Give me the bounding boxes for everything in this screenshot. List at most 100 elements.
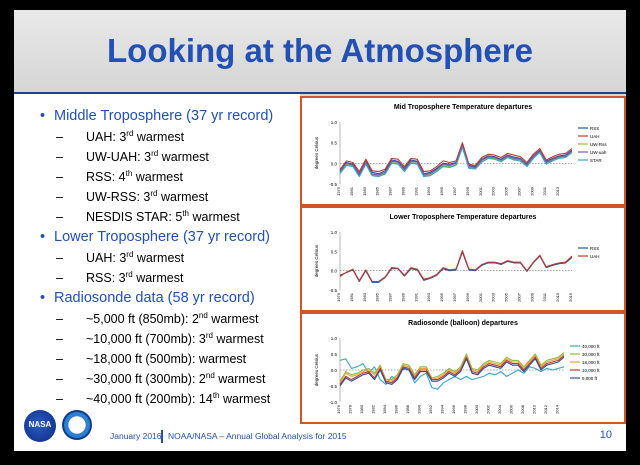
bullet-item-main: RSS: 4 — [86, 170, 126, 184]
bullet-item-text: UAH: 3rd warmest — [86, 127, 184, 147]
x-tick-label: 1978 — [347, 404, 352, 414]
series-line — [339, 250, 573, 283]
x-tick-label: 1999 — [465, 186, 470, 196]
bullet-item-text: ~40,000 ft (200mb): 14th warmest — [86, 389, 270, 409]
y-tick-label: 0.0 — [331, 368, 338, 373]
x-tick-label: 1993 — [426, 292, 431, 302]
x-tick-label: 1994 — [439, 404, 444, 414]
ordinal-suffix: nd — [198, 310, 208, 320]
x-tick-label: 1985 — [375, 292, 380, 302]
x-tick-label: 1981 — [349, 292, 354, 302]
radiosonde-chart: Radiosonde (balloon) departures -1.0 -0.5 0… — [300, 312, 626, 424]
bullet-item-main: UW-RSS: 3 — [86, 190, 151, 204]
chart-title: Mid Troposphere Temperature departures — [394, 104, 532, 111]
x-tick-label: 1995 — [439, 186, 444, 196]
bullet-item-main: ~30,000 ft (300mb): 2 — [86, 372, 206, 386]
series-line — [339, 147, 573, 178]
bullet-item: – UAH: 3rd warmest — [40, 248, 302, 268]
ordinal-suffix: rd — [126, 128, 134, 138]
x-tick-label: 1986 — [393, 404, 398, 414]
bullet-item-text: ~5,000 ft (850mb): 2nd warmest — [86, 309, 259, 329]
bullet-dash: – — [56, 190, 63, 204]
bullet-item: – RSS: 3rd warmest — [40, 268, 302, 288]
bullet-item-text: UAH: 3rd warmest — [86, 248, 184, 268]
bullet-dot: • — [40, 229, 46, 245]
x-tick-label: 2011 — [542, 292, 547, 301]
chart-svg: Lower Troposphere Temperature departures… — [314, 214, 600, 302]
x-tick-label: 2007 — [516, 186, 521, 196]
legend-label: UW-Rss — [590, 142, 607, 147]
chart-svg: Mid Troposphere Temperature departures -0… — [314, 104, 607, 196]
bullet-item: – UW-UAH: 3rd warmest — [40, 147, 302, 167]
bullet-item-tail: warmest — [189, 210, 240, 224]
slide-title: Looking at the Atmosphere — [107, 32, 533, 69]
footer-org: NOAA/NASA – Annual Global Analysis for 2… — [168, 431, 347, 441]
chart-svg: Radiosonde (balloon) departures -1.0 -0.5 0… — [314, 320, 600, 414]
x-tick-label: 2014 — [554, 404, 559, 414]
x-tick-label: 2000 — [474, 404, 479, 414]
legend-label: RSS — [590, 126, 599, 131]
bullet-item-main: UAH: 3 — [86, 130, 127, 144]
bullet-item-text: RSS: 3rd warmest — [86, 268, 183, 288]
ordinal-suffix: rd — [126, 249, 134, 259]
x-tick-label: 1979 — [336, 186, 341, 196]
slide: Looking at the Atmosphere • Middle Tropos… — [14, 10, 626, 451]
bullet-item: – ~40,000 ft (200mb): 14th warmest — [40, 389, 302, 409]
bullet-item-text: ~30,000 ft (300mb): 2nd warmest — [86, 369, 265, 389]
x-tick-label: 1989 — [400, 186, 405, 196]
nasa-logo: NASA — [24, 410, 56, 442]
bullet-item-text: UW-RSS: 3rd warmest — [86, 187, 208, 207]
noaa-logo — [62, 410, 92, 440]
bullet-dash: – — [56, 372, 63, 386]
series-line — [339, 356, 565, 387]
bullet-item: – ~18,000 ft (500mb): warmest — [40, 349, 302, 369]
x-tick-label: 2013 — [555, 292, 560, 302]
bullet-item-tail: warmest — [157, 190, 209, 204]
bullet-item-tail: warmest — [214, 372, 266, 386]
x-tick-label: 2010 — [531, 404, 536, 414]
series-line — [339, 144, 573, 175]
bullet-dash: – — [56, 271, 63, 285]
bullet-item-tail: warmest — [158, 150, 209, 164]
x-tick-label: 1993 — [426, 186, 431, 196]
x-tick-label: 2005 — [504, 186, 509, 196]
bullet-dash: – — [56, 392, 63, 406]
bullet-item-text: ~18,000 ft (500mb): warmest — [86, 349, 246, 369]
bullet-item-text: NESDIS STAR: 5th warmest — [86, 207, 240, 227]
page-number: 10 — [599, 429, 612, 441]
title-bar: Looking at the Atmosphere — [14, 10, 626, 94]
x-tick-label: 2008 — [520, 404, 525, 414]
bullet-item: – ~30,000 ft (300mb): 2nd warmest — [40, 369, 302, 389]
x-tick-label: 2013 — [555, 186, 560, 196]
legend-label: UAH — [590, 134, 600, 139]
y-axis-label: degrees Celsius — [314, 244, 319, 277]
legend-label: RSS — [590, 246, 599, 251]
ordinal-suffix: rd — [125, 269, 133, 279]
bullet-item-tail: warmest — [133, 251, 185, 265]
bullet-item-tail: warmest — [132, 170, 183, 184]
ordinal-suffix: th — [212, 390, 220, 400]
bullet-item: – UW-RSS: 3rd warmest — [40, 187, 302, 207]
bullet-item-tail: warmest — [207, 312, 259, 326]
bullet-dash: – — [56, 130, 63, 144]
bullet-item-main: UAH: 3 — [86, 251, 127, 265]
bullet-item-main: ~40,000 ft (200mb): 14 — [86, 392, 213, 406]
bullet-item-main: ~18,000 ft (500mb): warmest — [86, 352, 247, 366]
bullet-item-main: RSS: 3 — [86, 271, 126, 285]
bullet-heading: • Middle Troposphere (37 yr record) — [40, 106, 302, 127]
bullet-heading-text: Middle Troposphere (37 yr record) — [54, 108, 274, 124]
series-line — [339, 351, 565, 382]
x-tick-label: 1979 — [336, 292, 341, 302]
y-tick-label: 1.0 — [331, 230, 338, 235]
bullet-item: – NESDIS STAR: 5th warmest — [40, 207, 302, 227]
x-tick-label: 1998 — [462, 404, 467, 414]
bullet-item: – ~10,000 ft (700mb): 3rd warmest — [40, 329, 302, 349]
bullet-item: – ~5,000 ft (850mb): 2nd warmest — [40, 309, 302, 329]
bullet-heading: • Lower Troposphere (37 yr record) — [40, 227, 302, 248]
series-line — [339, 142, 573, 173]
bullet-item-tail: warmest — [132, 271, 184, 285]
x-tick-label: 2011 — [542, 186, 547, 195]
x-tick-label: 1988 — [405, 404, 410, 414]
y-tick-label: 0.0 — [331, 269, 338, 274]
x-tick-label: 1997 — [452, 186, 457, 196]
